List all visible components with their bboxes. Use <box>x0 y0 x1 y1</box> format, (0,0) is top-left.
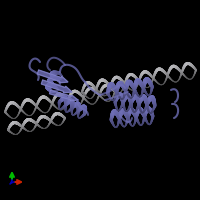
Polygon shape <box>41 80 72 93</box>
Polygon shape <box>37 70 68 83</box>
Polygon shape <box>50 90 78 101</box>
